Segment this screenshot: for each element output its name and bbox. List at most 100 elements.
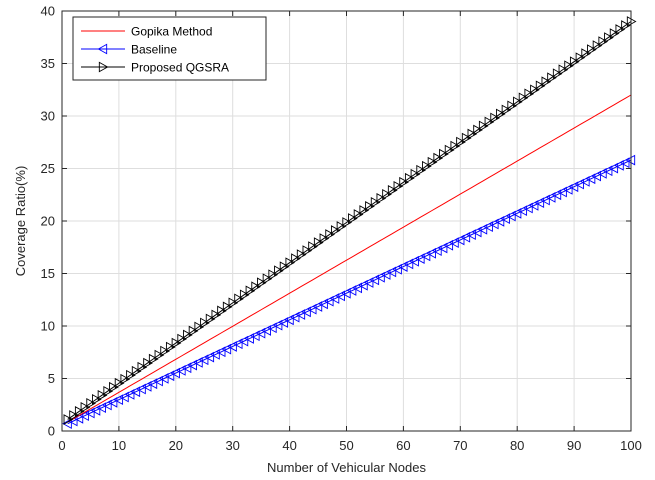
data-point <box>416 164 426 176</box>
data-point <box>500 213 510 225</box>
data-point <box>198 354 209 366</box>
data-point <box>370 197 381 208</box>
data-point <box>291 253 301 265</box>
data-point <box>200 317 210 329</box>
data-point <box>204 351 215 363</box>
data-point <box>420 250 431 262</box>
y-tick-label: 0 <box>48 424 55 439</box>
data-point <box>427 156 438 168</box>
x-tick-label: 70 <box>453 438 467 453</box>
x-tick-label: 40 <box>282 438 296 453</box>
data-point <box>284 314 294 326</box>
data-point <box>69 410 79 421</box>
data-point <box>471 226 482 238</box>
data-point <box>101 399 112 411</box>
data-point <box>444 144 455 156</box>
x-axis-title: Number of Vehicular Nodes <box>267 460 426 475</box>
data-point <box>245 285 256 297</box>
data-point <box>164 370 175 382</box>
y-tick-label: 20 <box>41 214 55 229</box>
data-point <box>467 128 478 140</box>
y-tick-label: 40 <box>41 4 55 19</box>
data-point <box>541 76 552 88</box>
series-line <box>67 21 632 420</box>
data-point <box>552 68 563 80</box>
data-point <box>103 385 114 397</box>
data-point <box>558 64 569 76</box>
x-tick-label: 80 <box>510 438 524 453</box>
data-point <box>63 414 74 425</box>
data-point <box>170 367 180 379</box>
data-point <box>488 218 499 230</box>
data-point <box>181 362 192 374</box>
legend-label: Proposed QGSRA <box>131 61 229 75</box>
data-point <box>409 255 419 267</box>
data-point <box>188 325 199 337</box>
data-point <box>598 36 609 47</box>
data-point <box>449 237 459 248</box>
data-point <box>193 357 203 368</box>
data-point <box>501 104 512 116</box>
data-point <box>551 189 562 201</box>
data-point <box>507 100 518 112</box>
legend-item: Gopika Method <box>81 25 212 39</box>
data-point <box>187 359 198 371</box>
data-point <box>96 402 106 414</box>
data-point <box>319 233 330 244</box>
data-point <box>255 327 266 339</box>
data-point <box>227 341 237 352</box>
data-point <box>79 410 89 422</box>
data-point <box>325 229 335 240</box>
data-point <box>114 377 125 389</box>
data-point <box>120 373 131 385</box>
data-point <box>238 335 249 347</box>
data-point <box>422 160 432 172</box>
data-point <box>375 271 385 283</box>
y-tick-label: 35 <box>41 56 55 71</box>
data-point <box>234 293 244 305</box>
data-point <box>523 202 533 214</box>
data-point <box>581 48 592 60</box>
data-point <box>137 361 148 373</box>
data-point <box>244 333 254 344</box>
legend-label: Gopika Method <box>131 25 212 39</box>
data-point <box>97 389 108 401</box>
data-point <box>358 279 368 291</box>
data-point <box>604 32 614 43</box>
data-point <box>477 223 488 235</box>
x-tick-label: 50 <box>339 438 353 453</box>
x-tick-label: 90 <box>567 438 581 453</box>
data-point <box>257 277 267 289</box>
data-point <box>124 389 135 400</box>
data-point <box>369 274 380 286</box>
data-point <box>496 108 506 120</box>
data-point <box>404 172 415 184</box>
x-tick-label: 10 <box>112 438 126 453</box>
data-point <box>262 273 273 285</box>
data-point <box>473 124 483 136</box>
data-point <box>547 72 557 84</box>
y-tick-label: 25 <box>41 161 55 176</box>
data-point <box>153 375 163 387</box>
data-point <box>249 330 260 342</box>
data-point <box>215 346 226 358</box>
data-point <box>160 345 170 357</box>
data-point <box>443 239 454 251</box>
series-baseline <box>62 154 636 430</box>
data-point <box>175 365 186 376</box>
data-point <box>296 249 307 261</box>
data-point <box>279 261 290 273</box>
data-point <box>540 194 550 206</box>
data-point <box>363 277 374 288</box>
series-layer <box>62 16 637 430</box>
data-point <box>614 160 624 171</box>
data-point <box>592 40 603 51</box>
data-point <box>483 221 493 233</box>
data-point <box>329 293 340 304</box>
data-point <box>62 418 72 430</box>
data-point <box>597 168 607 179</box>
data-point <box>403 258 414 270</box>
data-point <box>84 407 95 419</box>
data-point <box>148 353 159 365</box>
data-point <box>306 303 317 315</box>
